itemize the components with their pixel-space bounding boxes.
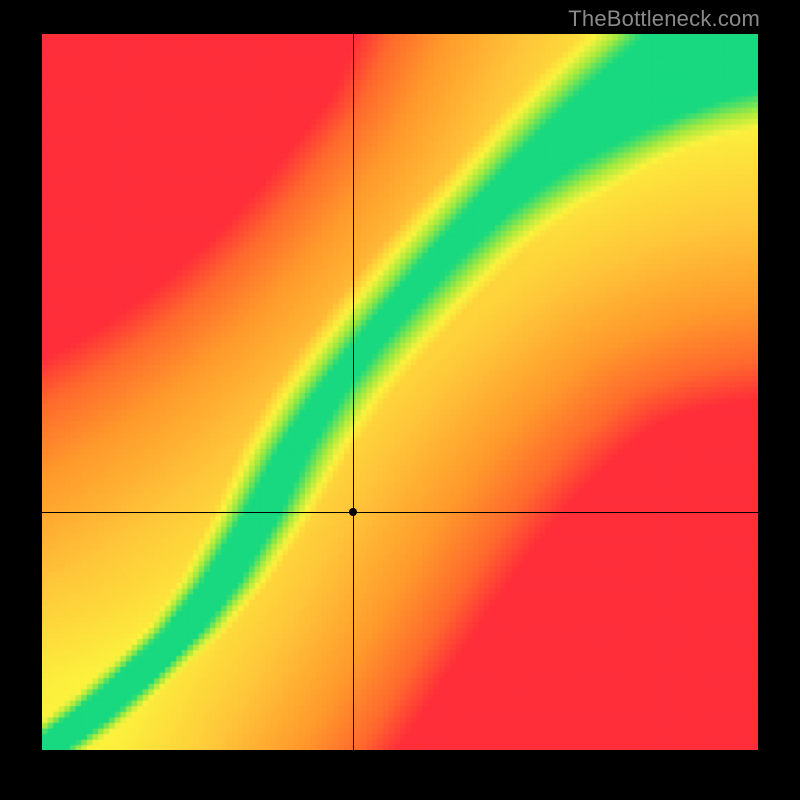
crosshair-horizontal (42, 512, 758, 513)
chart-frame: TheBottleneck.com (0, 0, 800, 800)
marker-point (349, 508, 357, 516)
heatmap-plot (42, 34, 758, 750)
heatmap-canvas (42, 34, 758, 750)
watermark-text: TheBottleneck.com (568, 6, 760, 32)
crosshair-vertical (353, 34, 354, 750)
